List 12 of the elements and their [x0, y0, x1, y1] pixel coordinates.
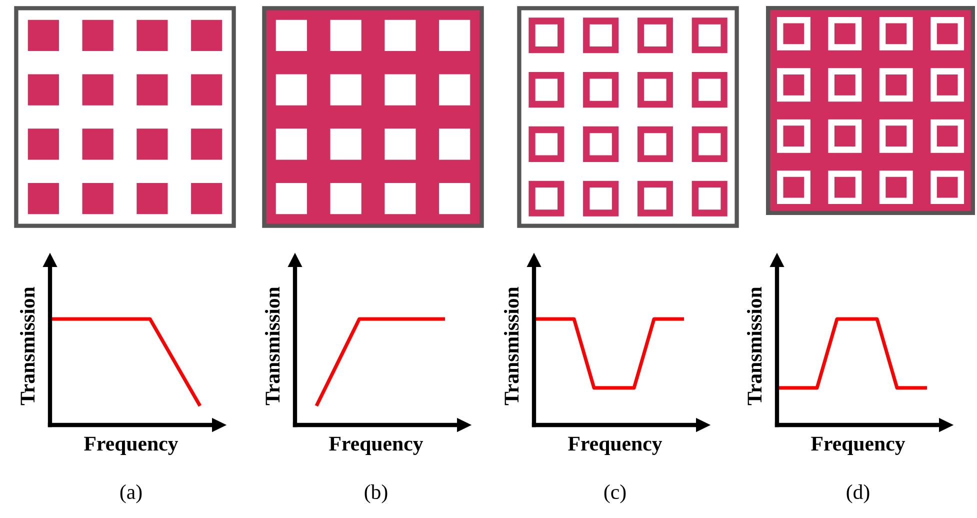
y-axis-title: Transmission [264, 286, 280, 406]
y-axis-title: Transmission [20, 286, 35, 406]
x-axis-title: Frequency [329, 436, 424, 456]
x-axis-title: Frequency [84, 436, 178, 456]
y-axis-title: Transmission [504, 286, 519, 406]
text: (b) [364, 484, 388, 504]
text: (a) [120, 484, 142, 504]
x-axis-title: Frequency [811, 436, 906, 456]
text: (d) [846, 484, 870, 504]
y-axis-title: Transmission [746, 286, 762, 406]
text: (c) [604, 484, 626, 504]
x-axis-title: Frequency [568, 436, 662, 456]
